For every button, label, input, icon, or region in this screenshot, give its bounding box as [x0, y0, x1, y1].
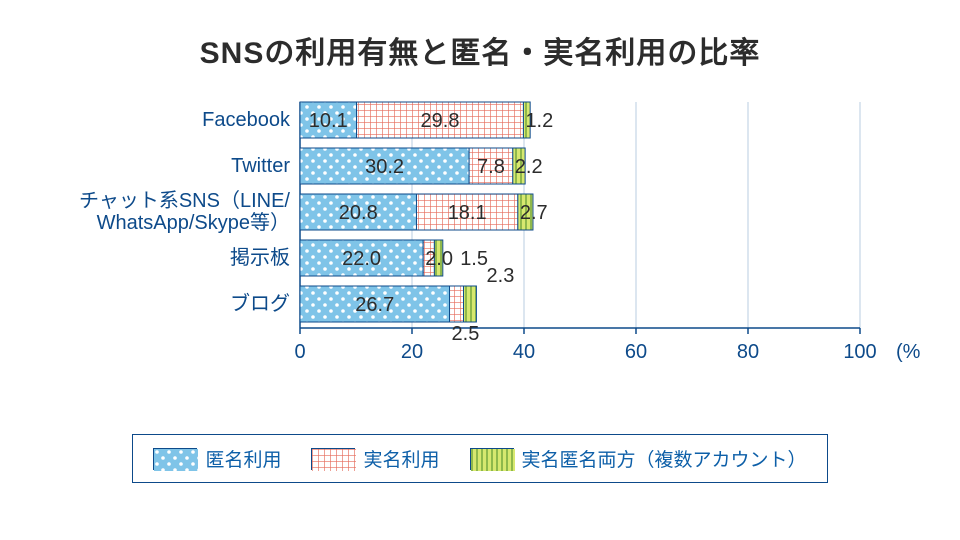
- bar-value: 18.1: [448, 202, 487, 224]
- bar-value: 26.7: [355, 294, 394, 316]
- bar-value: 2.5: [452, 323, 480, 345]
- svg-text:40: 40: [513, 341, 535, 363]
- svg-text:(%): (%): [896, 341, 920, 363]
- bar-value: 2.3: [487, 265, 515, 287]
- category-label: ブログ: [230, 291, 290, 315]
- bar-value: 2.0: [425, 248, 453, 270]
- bar-segment: [464, 286, 477, 322]
- category-label: Facebook: [202, 109, 291, 131]
- legend-label: 実名匿名両方（複数アカウント）: [522, 445, 807, 472]
- legend-swatch: [153, 448, 197, 470]
- bar-value: 10.1: [309, 110, 348, 132]
- bar-value: 22.0: [342, 248, 381, 270]
- chart-title: SNSの利用有無と匿名・実名利用の比率: [0, 0, 960, 72]
- bar-value: 2.2: [515, 156, 543, 178]
- legend-swatch: [470, 448, 514, 470]
- bar-segment: [450, 286, 464, 322]
- chart-area: 0 20 40 60 80 100 (%) Facebook 10.1 29.8 1.2 Twitte…: [40, 92, 920, 412]
- category-label: Twitter: [231, 155, 290, 177]
- bar-value: 29.8: [421, 110, 460, 132]
- bar-value: 1.2: [525, 110, 553, 132]
- legend-label: 実名利用: [363, 445, 439, 472]
- svg-text:0: 0: [294, 341, 305, 363]
- svg-text:60: 60: [625, 341, 647, 363]
- category-label: 掲示板: [230, 246, 290, 269]
- bar-value: 20.8: [339, 202, 378, 224]
- svg-text:20: 20: [401, 341, 423, 363]
- legend-item: 実名利用: [311, 445, 439, 472]
- legend: 匿名利用 実名利用 実名匿名両方（複数アカウント）: [132, 434, 827, 483]
- legend-item: 実名匿名両方（複数アカウント）: [470, 445, 807, 472]
- bar-value: 7.8: [477, 156, 505, 178]
- svg-text:80: 80: [737, 341, 759, 363]
- legend-label: 匿名利用: [205, 445, 281, 472]
- svg-text:100: 100: [843, 341, 876, 363]
- bar-value: 2.7: [520, 202, 548, 224]
- category-label: チャット系SNS（LINE/: [79, 189, 290, 212]
- category-label: WhatsApp/Skype等）: [97, 211, 290, 234]
- legend-swatch: [311, 448, 355, 470]
- bar-value: 30.2: [365, 156, 404, 178]
- bar-chart: 0 20 40 60 80 100 (%) Facebook 10.1 29.8 1.2 Twitte…: [40, 92, 920, 412]
- bar-value: 1.5: [460, 248, 488, 270]
- legend-item: 匿名利用: [153, 445, 281, 472]
